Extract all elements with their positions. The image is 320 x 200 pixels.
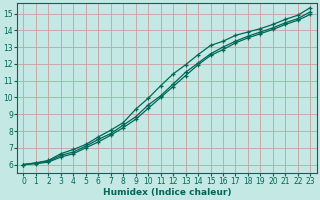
X-axis label: Humidex (Indice chaleur): Humidex (Indice chaleur) [103,188,231,197]
